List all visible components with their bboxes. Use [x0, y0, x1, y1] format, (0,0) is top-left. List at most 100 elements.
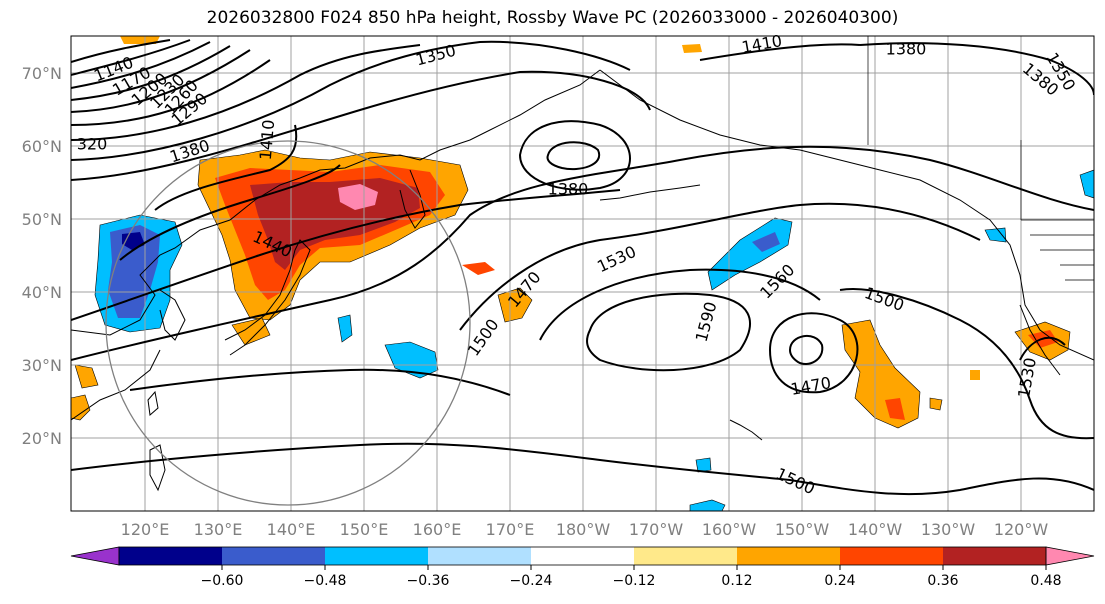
contour-1140 [71, 39, 171, 63]
negative-anomaly-pacific-core [752, 232, 780, 252]
longitude-label: 120°E [121, 520, 170, 539]
longitude-label: 170°W [629, 520, 684, 539]
negative-anomaly-blob [337, 314, 353, 343]
contour-1350-low [546, 141, 601, 170]
contour-1410 [154, 124, 298, 211]
colorbar-outline [118, 546, 1047, 566]
contour-1500 [71, 145, 1094, 361]
longitude-label: 140°W [848, 520, 903, 539]
colorbar-tick-label: 0.12 [721, 573, 752, 589]
contour-1200 [71, 41, 211, 89]
positive-anomaly-blob [74, 364, 99, 389]
contour-label: 1380 [548, 180, 589, 199]
colorbar-swatch [119, 547, 223, 565]
map-border [70, 35, 1095, 512]
latitude-label: 60°N [22, 137, 62, 156]
asia-coastline [71, 69, 601, 336]
contour-1230 [71, 45, 231, 101]
contour-1470-low [768, 312, 859, 394]
contour-1500-south [71, 442, 1094, 496]
negative-anomaly-blob [695, 457, 712, 473]
longitude-label: 170°E [486, 520, 535, 539]
contour-1440-low [788, 335, 824, 365]
contour-ne-1410 [699, 43, 861, 61]
positive-anomaly-blob [120, 36, 160, 44]
colorbar-swatch [840, 547, 944, 565]
philippines-coastline [149, 444, 166, 492]
contour-1440 [119, 164, 341, 261]
positive-anomaly-darkred [250, 178, 420, 270]
colorbar-swatch [531, 547, 635, 565]
influence-radius-circle [105, 140, 471, 506]
contour-1470 [71, 189, 621, 321]
contour-label: 320 [77, 135, 108, 154]
contour-1590 [586, 292, 751, 372]
colorbar-tick-label: −0.48 [304, 573, 347, 589]
negative-anomaly-blob [384, 341, 439, 379]
longitude-label: 160°W [702, 520, 757, 539]
height-contours [71, 39, 1094, 496]
contour-1290 [71, 59, 271, 126]
positive-anomaly-east-pacific-red [885, 398, 905, 420]
contour-1530 [459, 202, 981, 331]
baja-coastline [1019, 304, 1061, 376]
colorbar-swatch [634, 547, 738, 565]
contour-label: 1380 [886, 40, 927, 59]
positive-anomaly-blob [682, 44, 702, 53]
contour-1260 [71, 49, 251, 113]
negative-anomaly-blob [984, 227, 1007, 243]
latitude-label: 20°N [22, 429, 62, 448]
china-coastline [71, 349, 161, 421]
contour-1350 [71, 40, 631, 161]
colorbar-tick-label: 0.48 [1030, 573, 1061, 589]
latitude-labels: 70°N 60°N 50°N 40°N 30°N 20°N [22, 64, 62, 448]
contour-label: 1410 [256, 119, 278, 161]
positive-anomaly-blob [970, 370, 980, 380]
canada-border [867, 36, 1094, 221]
contour-1170 [71, 39, 191, 76]
colorbar-swatch [737, 547, 841, 565]
colorbar-swatch [325, 547, 429, 565]
alaska-coastline [599, 69, 1094, 361]
latitude-label: 40°N [22, 283, 62, 302]
longitude-label: 160°E [413, 520, 462, 539]
taiwan-coastline [147, 390, 159, 416]
positive-anomaly-blob [71, 394, 91, 421]
negative-anomaly-blob [1079, 169, 1094, 199]
longitude-label: 150°E [340, 520, 389, 539]
longitude-label: 130°W [921, 520, 976, 539]
colorbar-swatch [943, 547, 1047, 565]
aleutian-islands [599, 184, 701, 201]
colorbar-tick-label: 0.24 [824, 573, 855, 589]
negative-anomaly-blob [689, 499, 726, 511]
colorbar-tick-label: −0.12 [613, 573, 656, 589]
korea-coastline [159, 289, 186, 341]
contour-1380-north [71, 70, 651, 181]
colorbar: −0.60 −0.48 −0.36 −0.24 −0.12 0.12 0.24 0.36 0.4… [70, 546, 1095, 589]
us-states [1030, 234, 1094, 281]
colorbar-tick-label: 0.36 [927, 573, 958, 589]
positive-anomaly-blob [231, 317, 271, 346]
longitude-label: 180°W [556, 520, 611, 539]
longitude-label: 120°W [994, 520, 1049, 539]
colorbar-swatch [222, 547, 326, 565]
longitude-label: 150°W [775, 520, 830, 539]
positive-anomaly-blob [497, 287, 533, 323]
contour-1500-east [839, 288, 1094, 440]
latitude-label: 30°N [22, 356, 62, 375]
kamchatka-coastline [399, 169, 426, 229]
contour-ne-1380 [859, 42, 1094, 96]
longitude-labels: 120°E 130°E 140°E 150°E 160°E 170°E 180°W 170°W… [121, 520, 1049, 539]
colorbar-extend-max [1045, 546, 1095, 566]
contour-1530-east [1019, 336, 1066, 361]
positive-anomaly-blob [462, 262, 495, 275]
latitude-label: 70°N [22, 64, 62, 83]
longitude-label: 130°E [194, 520, 243, 539]
longitude-label: 140°E [267, 520, 316, 539]
positive-anomaly-pink [338, 184, 378, 210]
contour-1320 [71, 44, 421, 141]
hawaii-islands [729, 419, 763, 441]
latitude-label: 50°N [22, 210, 62, 229]
colorbar-tick-label: −0.24 [510, 573, 553, 589]
